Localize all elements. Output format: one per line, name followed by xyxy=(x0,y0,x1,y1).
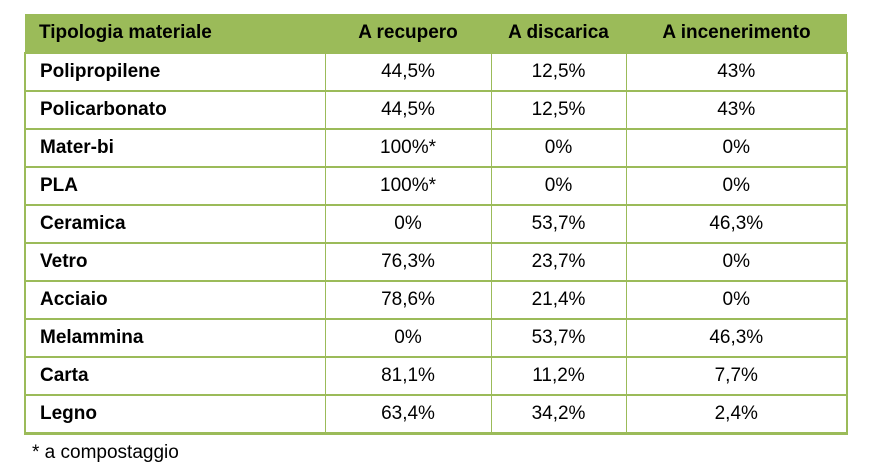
cell-recovery: 63,4% xyxy=(324,394,492,435)
cell-recovery: 100%* xyxy=(324,166,492,206)
cell-incineration: 2,4% xyxy=(625,394,848,435)
cell-recovery: 81,1% xyxy=(324,356,492,396)
table-row: Polipropilene 44,5% 12,5% 43% xyxy=(24,52,848,92)
cell-material: Melammina xyxy=(24,318,326,358)
table-row: Policarbonato 44,5% 12,5% 43% xyxy=(24,90,848,130)
cell-incineration: 7,7% xyxy=(625,356,848,396)
table-row: Vetro 76,3% 23,7% 0% xyxy=(24,242,848,282)
cell-material: Carta xyxy=(24,356,326,396)
cell-recovery: 0% xyxy=(324,204,492,244)
cell-landfill: 12,5% xyxy=(490,90,627,130)
cell-recovery: 78,6% xyxy=(324,280,492,320)
cell-material: Polipropilene xyxy=(24,52,326,92)
cell-landfill: 21,4% xyxy=(490,280,627,320)
header-recovery: A recupero xyxy=(325,14,491,54)
cell-landfill: 12,5% xyxy=(490,52,627,92)
cell-material: Ceramica xyxy=(24,204,326,244)
cell-material: Policarbonato xyxy=(24,90,326,130)
header-landfill: A discarica xyxy=(491,14,626,54)
table-row: Legno 63,4% 34,2% 2,4% xyxy=(24,394,848,435)
cell-recovery: 44,5% xyxy=(324,90,492,130)
cell-landfill: 53,7% xyxy=(490,318,627,358)
table-row: Ceramica 0% 53,7% 46,3% xyxy=(24,204,848,244)
header-incineration: A incenerimento xyxy=(626,14,847,54)
table-row: Carta 81,1% 11,2% 7,7% xyxy=(24,356,848,396)
cell-incineration: 46,3% xyxy=(625,318,848,358)
cell-landfill: 23,7% xyxy=(490,242,627,282)
header-material-type: Tipologia materiale xyxy=(25,14,325,54)
cell-material: Mater-bi xyxy=(24,128,326,168)
cell-incineration: 46,3% xyxy=(625,204,848,244)
table-row: Acciaio 78,6% 21,4% 0% xyxy=(24,280,848,320)
cell-landfill: 0% xyxy=(490,128,627,168)
cell-incineration: 0% xyxy=(625,128,848,168)
table-header-row: Tipologia materiale A recupero A discari… xyxy=(25,14,847,54)
cell-landfill: 53,7% xyxy=(490,204,627,244)
cell-landfill: 0% xyxy=(490,166,627,206)
cell-incineration: 0% xyxy=(625,242,848,282)
cell-material: Acciaio xyxy=(24,280,326,320)
cell-recovery: 0% xyxy=(324,318,492,358)
cell-incineration: 0% xyxy=(625,280,848,320)
cell-material: Legno xyxy=(24,394,326,435)
table-row: Melammina 0% 53,7% 46,3% xyxy=(24,318,848,358)
cell-recovery: 100%* xyxy=(324,128,492,168)
cell-landfill: 34,2% xyxy=(490,394,627,435)
materials-destination-table: Tipologia materiale A recupero A discari… xyxy=(24,14,848,435)
cropped-caption-fragment: ’’ ’’’’’’’’’’’’’’’’ ’ xyxy=(330,0,413,5)
cell-recovery: 76,3% xyxy=(324,242,492,282)
table-row: Mater-bi 100%* 0% 0% xyxy=(24,128,848,168)
table-row: PLA 100%* 0% 0% xyxy=(24,166,848,206)
cell-material: PLA xyxy=(24,166,326,206)
cell-incineration: 43% xyxy=(625,52,848,92)
cell-landfill: 11,2% xyxy=(490,356,627,396)
cell-incineration: 0% xyxy=(625,166,848,206)
footnote: * a compostaggio xyxy=(32,442,179,463)
cell-incineration: 43% xyxy=(625,90,848,130)
cell-material: Vetro xyxy=(24,242,326,282)
cell-recovery: 44,5% xyxy=(324,52,492,92)
